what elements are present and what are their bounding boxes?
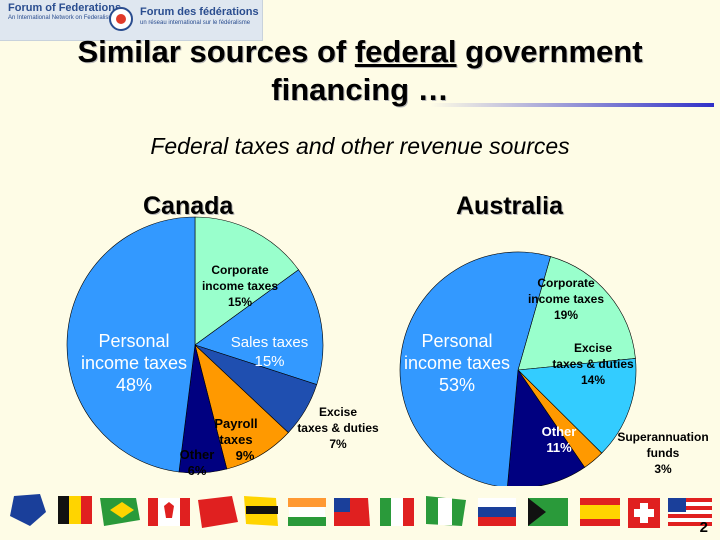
title-rule: [430, 103, 714, 107]
au-other-label: Other 11%: [541, 424, 577, 455]
logo-french-subtitle: un réseau international sur le fédéralis…: [140, 20, 251, 26]
australia-slice-4: [399, 251, 551, 488]
title-part-1: Similar sources of: [77, 34, 355, 69]
australia-slice-0: [517, 256, 636, 371]
au-excise-label: Excise taxes & duties 14%: [552, 341, 634, 387]
canada-slice-1: [194, 269, 324, 385]
flag-south-africa-icon: [528, 498, 568, 526]
canada-heading: Canada: [143, 192, 234, 220]
title-underlined: federal: [354, 34, 457, 69]
forum-logo-banner: Forum of Federations An International Ne…: [0, 0, 263, 41]
slide-title: Similar sources of federal government: [0, 34, 720, 70]
ca-sales-label: Sales taxes 15%: [230, 334, 309, 370]
logo-english: Forum of Federations: [8, 2, 122, 14]
ca-excise-label: Excise taxes & duties 7%: [297, 405, 379, 451]
ca-personal-label: Personal income taxes 48%: [80, 331, 188, 395]
page-number: 2: [699, 519, 708, 536]
ca-corporate-label: Corporate income taxes 15%: [201, 263, 279, 309]
logo-english-subtitle: An International Network on Federalism: [8, 15, 114, 21]
ca-other-label: Other 6%: [179, 447, 215, 478]
title-part-2: government: [456, 34, 643, 69]
slide-title-line-2: financing …: [271, 72, 449, 107]
au-superannuation-label: Superannuation funds 3%: [617, 430, 709, 476]
au-personal-label: Personal income taxes 53%: [403, 331, 511, 395]
member-flags-strip: [0, 486, 720, 540]
australia-slice-1: [517, 358, 637, 454]
slide-subtitle: Federal taxes and other revenue sources: [150, 133, 570, 159]
forum-emblem-icon: [109, 7, 133, 31]
ca-payroll-label: Payroll taxes 9%: [214, 416, 258, 463]
flag-ethiopia-icon: [198, 496, 238, 528]
canada-slice-0: [194, 216, 299, 346]
au-corporate-label: Corporate income taxes 19%: [527, 276, 605, 322]
canada-slice-5: [66, 216, 196, 473]
logo-french: Forum des fédérations: [140, 6, 259, 18]
australia-heading: Australia: [456, 192, 563, 220]
flag-australia-icon: [10, 494, 46, 526]
